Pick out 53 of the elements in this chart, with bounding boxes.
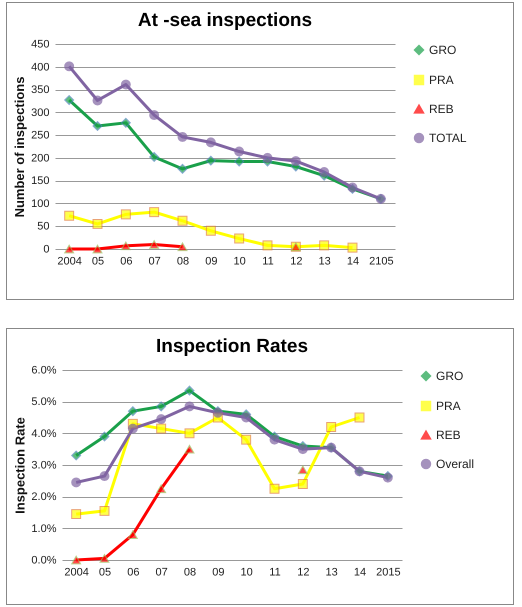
legend-label: TOTAL bbox=[429, 131, 467, 145]
x-tick-label: 09 bbox=[205, 256, 218, 268]
x-tick-label: 12 bbox=[297, 566, 310, 578]
y-tick-label: 350 bbox=[31, 84, 50, 96]
x-tick-label: 2004 bbox=[64, 566, 89, 578]
y-tick-label: 6.0% bbox=[31, 364, 57, 376]
y-tick-label: 450 bbox=[31, 38, 50, 50]
x-tick-label: 08 bbox=[184, 566, 196, 578]
x-tick-label: 2105 bbox=[369, 256, 394, 268]
y-axis-title: Inspection Rate bbox=[12, 417, 28, 514]
legend-label: Overall bbox=[436, 457, 474, 471]
legend-label: REB bbox=[436, 428, 461, 442]
x-tick-label: 2004 bbox=[57, 256, 82, 268]
y-tick-label: 0.0% bbox=[31, 554, 57, 566]
legend-label: PRA bbox=[429, 73, 454, 87]
x-tick-label: 07 bbox=[156, 566, 168, 578]
legend-label: GRO bbox=[436, 369, 464, 383]
x-tick-label: 05 bbox=[98, 566, 112, 578]
y-tick-label: 1.0% bbox=[31, 522, 57, 535]
y-tick-label: 300 bbox=[31, 106, 50, 119]
y-tick-label: 0 bbox=[43, 244, 50, 256]
x-tick-label: 07 bbox=[148, 256, 161, 268]
x-tick-label: 13 bbox=[326, 566, 338, 578]
x-tick-label: 09 bbox=[212, 566, 224, 578]
x-tick-label: 2015 bbox=[376, 566, 401, 578]
x-tick-label: 14 bbox=[354, 566, 366, 578]
y-tick-label: 400 bbox=[31, 61, 50, 74]
x-tick-label: 08 bbox=[176, 256, 190, 268]
chart-title: Inspection Rates bbox=[156, 336, 308, 357]
x-tick-label: 13 bbox=[318, 256, 331, 268]
x-tick-label: 10 bbox=[240, 566, 253, 578]
y-tick-label: 250 bbox=[31, 130, 50, 142]
y-axis-title: Number of inspections bbox=[12, 76, 28, 218]
x-tick-label: 11 bbox=[262, 256, 274, 268]
x-tick-label: 12 bbox=[290, 256, 302, 268]
x-tick-label: 06 bbox=[120, 256, 132, 268]
y-tick-label: 150 bbox=[31, 175, 50, 188]
y-tick-label: 5.0% bbox=[31, 396, 57, 408]
legend-label: GRO bbox=[429, 43, 456, 57]
legend-label: PRA bbox=[436, 399, 461, 413]
x-tick-label: 10 bbox=[234, 256, 246, 268]
x-tick-label: 05 bbox=[92, 256, 104, 268]
chart-title: At -sea inspections bbox=[138, 10, 312, 31]
y-tick-label: 100 bbox=[31, 198, 50, 210]
x-tick-label: 14 bbox=[346, 256, 360, 268]
x-tick-label: 11 bbox=[269, 566, 281, 578]
y-tick-label: 2.0% bbox=[31, 491, 57, 504]
y-tick-label: 50 bbox=[37, 220, 50, 233]
x-tick-label: 06 bbox=[127, 566, 140, 578]
legend-label: REB bbox=[429, 102, 454, 116]
y-tick-label: 200 bbox=[31, 152, 50, 164]
y-tick-label: 3.0% bbox=[31, 460, 57, 472]
y-tick-label: 4.0% bbox=[31, 428, 57, 440]
